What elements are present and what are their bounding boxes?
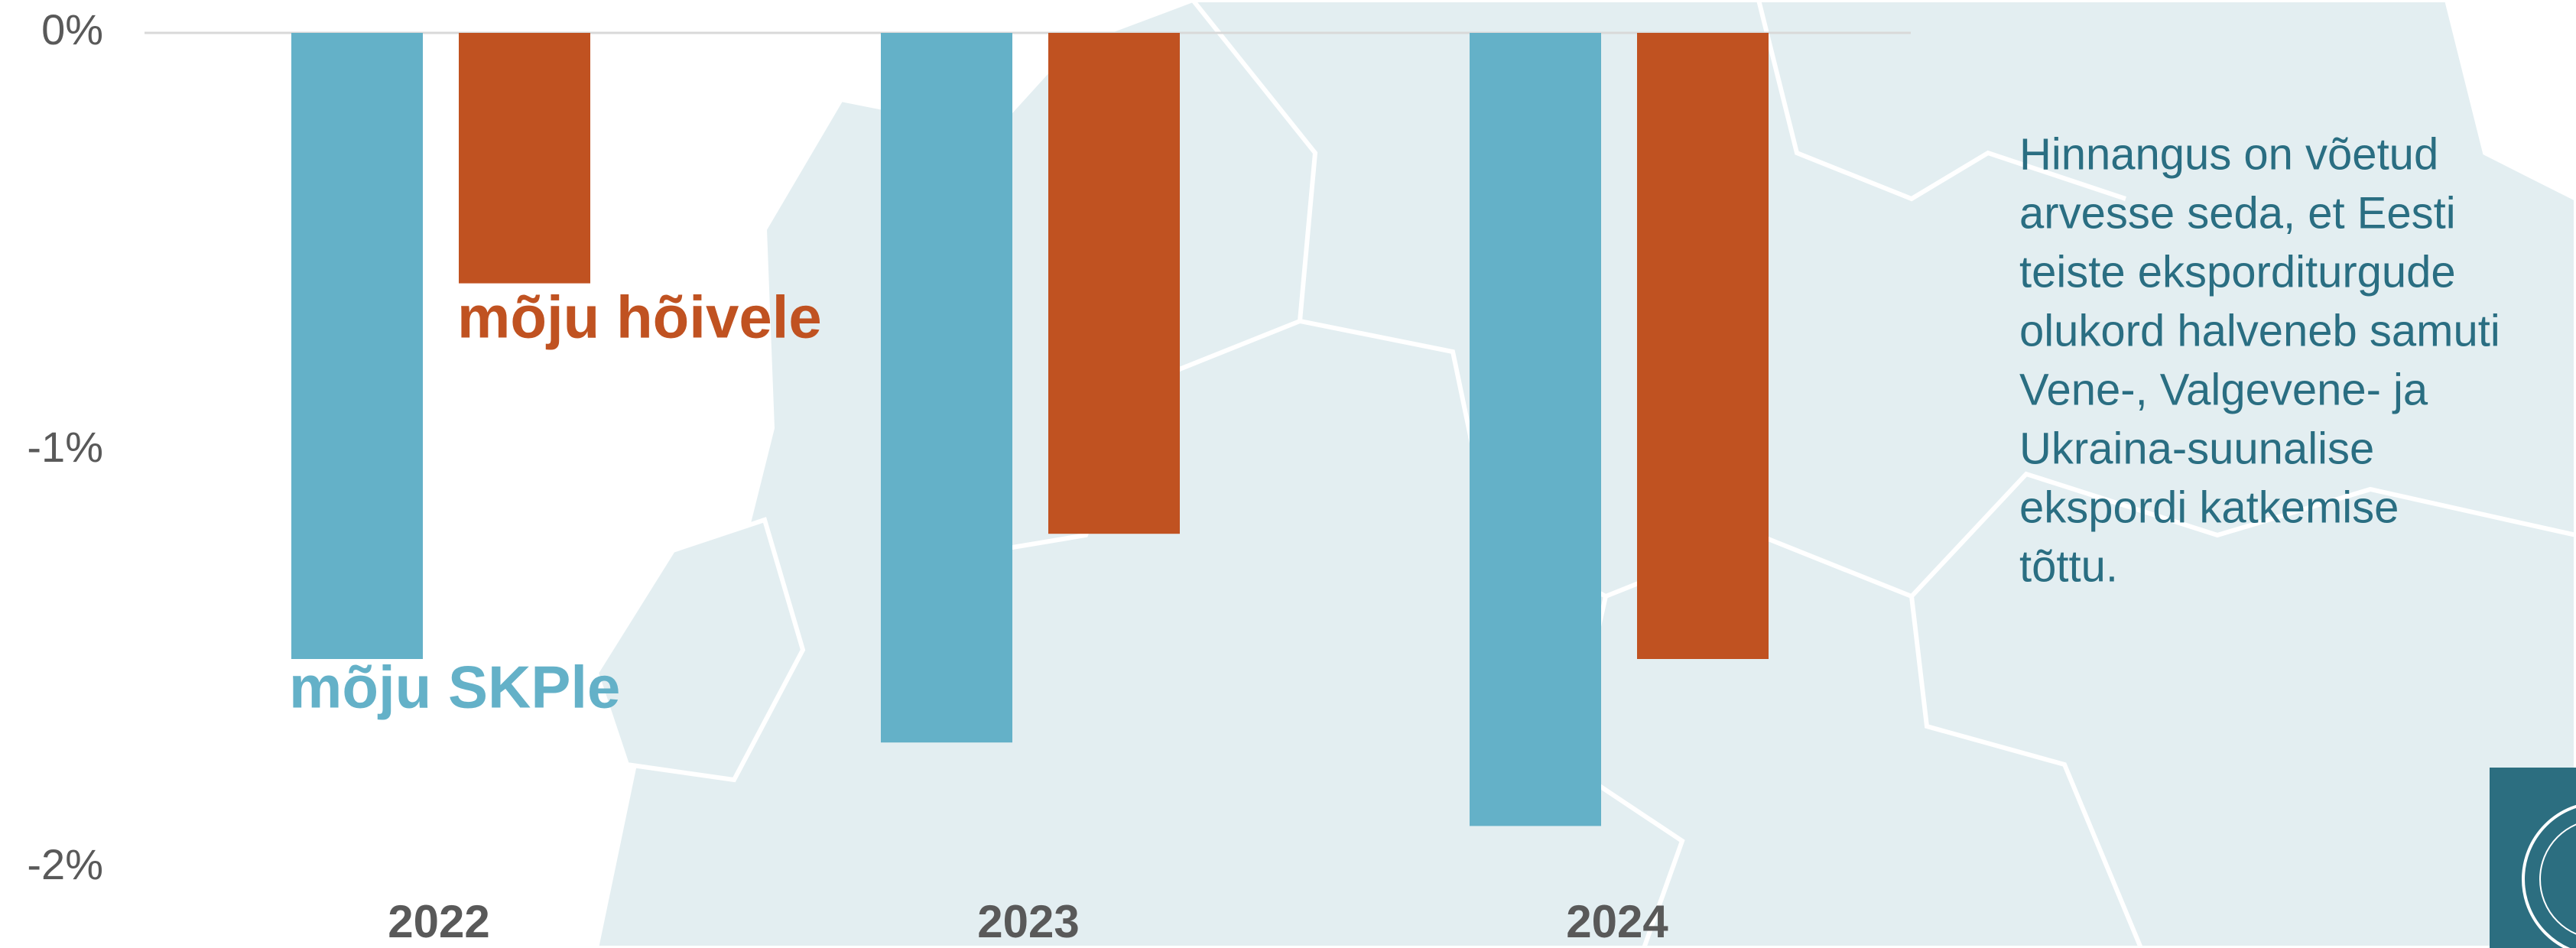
y-tick-label: -2%: [27, 840, 103, 888]
annotation-line: arvesse seda, et Eesti: [2019, 188, 2456, 238]
bar: [459, 33, 590, 284]
annotation-line: Hinnangus on võetud: [2019, 129, 2438, 179]
annotation-line: Vene-, Valgevene- ja: [2019, 365, 2428, 414]
bar: [1637, 33, 1769, 659]
annotation-line: ekspordi katkemise: [2019, 482, 2399, 532]
annotation-line: teiste eksporditurgude: [2019, 247, 2456, 297]
series-label: mõju hõivele: [457, 284, 822, 351]
annotation-line: tõttu.: [2019, 541, 2118, 591]
annotation-line: Ukraina-suunalise: [2019, 424, 2374, 473]
bar: [881, 33, 1012, 743]
x-tick-label: 2022: [388, 896, 489, 947]
bar: [1048, 33, 1180, 534]
x-tick-label: 2023: [977, 896, 1079, 947]
annotation-line: olukord halveneb samuti: [2019, 306, 2500, 356]
bar: [291, 33, 423, 659]
annotation: Hinnangus on võetud arvesse seda, et Eest…: [2019, 129, 2500, 591]
x-tick-label: 2024: [1566, 896, 1668, 947]
bar: [1470, 33, 1601, 826]
logo: [2490, 768, 2576, 948]
series-label: mõju SKPle: [289, 654, 620, 721]
y-tick-label: -1%: [27, 423, 103, 471]
y-tick-label: 0%: [41, 5, 103, 54]
